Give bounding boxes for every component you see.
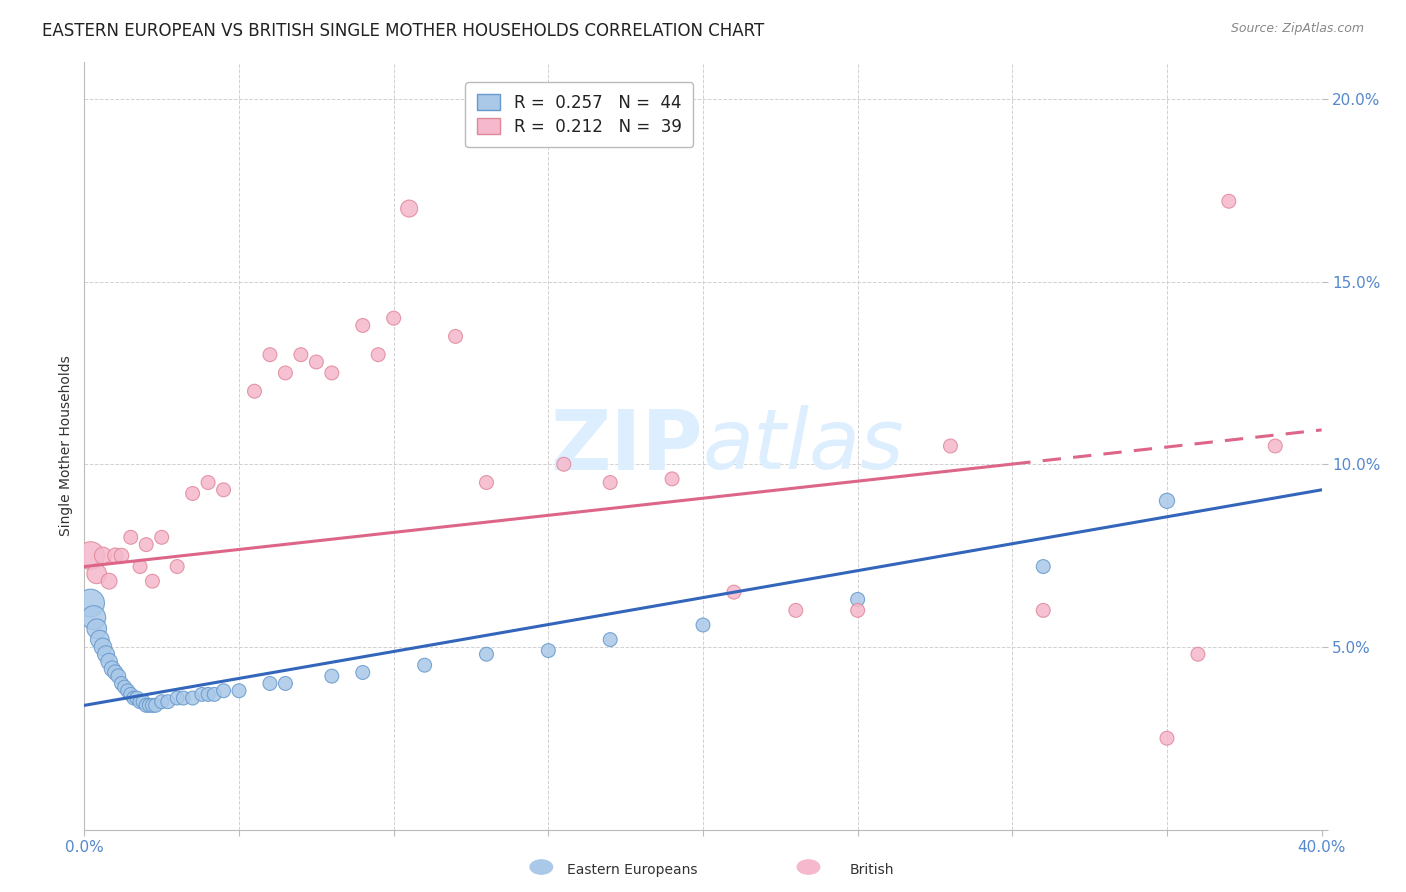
Point bbox=[150, 530, 173, 544]
Point bbox=[110, 549, 132, 563]
Point bbox=[120, 530, 142, 544]
Point bbox=[274, 676, 297, 690]
Point bbox=[181, 486, 204, 500]
Point bbox=[1032, 559, 1054, 574]
Point bbox=[352, 665, 374, 680]
Point bbox=[321, 669, 343, 683]
Point bbox=[212, 483, 235, 497]
Point bbox=[1032, 603, 1054, 617]
Point bbox=[86, 566, 108, 581]
Legend: R =  0.257   N =  44, R =  0.212   N =  39: R = 0.257 N = 44, R = 0.212 N = 39 bbox=[465, 82, 693, 147]
Point bbox=[475, 475, 498, 490]
Point bbox=[367, 348, 389, 362]
Point bbox=[939, 439, 962, 453]
Point bbox=[132, 695, 155, 709]
Point bbox=[1218, 194, 1240, 209]
Point bbox=[1187, 647, 1209, 661]
Point bbox=[1156, 493, 1178, 508]
Text: Eastern Europeans: Eastern Europeans bbox=[568, 863, 697, 877]
Point bbox=[290, 348, 312, 362]
Point bbox=[107, 669, 129, 683]
Point bbox=[150, 695, 173, 709]
Point bbox=[846, 603, 869, 617]
Point bbox=[129, 559, 152, 574]
Point bbox=[305, 355, 328, 369]
Point bbox=[120, 687, 142, 701]
Point bbox=[537, 643, 560, 657]
Point bbox=[243, 384, 266, 399]
Point bbox=[259, 676, 281, 690]
Point bbox=[172, 691, 194, 706]
Point bbox=[129, 695, 152, 709]
Point bbox=[191, 687, 214, 701]
Point bbox=[110, 676, 132, 690]
Point bbox=[444, 329, 467, 343]
Point bbox=[141, 574, 163, 589]
Point bbox=[723, 585, 745, 599]
Point bbox=[352, 318, 374, 333]
Point bbox=[166, 559, 188, 574]
Point bbox=[228, 683, 250, 698]
Y-axis label: Single Mother Households: Single Mother Households bbox=[59, 356, 73, 536]
Point bbox=[321, 366, 343, 380]
Text: ZIP: ZIP bbox=[551, 406, 703, 486]
Point bbox=[599, 632, 621, 647]
Point bbox=[156, 695, 179, 709]
Point bbox=[101, 662, 124, 676]
Point bbox=[202, 687, 225, 701]
Point bbox=[553, 457, 575, 471]
Point bbox=[104, 665, 127, 680]
Point bbox=[79, 596, 101, 610]
Point bbox=[104, 549, 127, 563]
Point bbox=[125, 691, 148, 706]
Point bbox=[382, 311, 405, 326]
Point bbox=[114, 680, 136, 694]
Text: British: British bbox=[849, 863, 894, 877]
Point bbox=[145, 698, 167, 713]
Point bbox=[197, 687, 219, 701]
Point bbox=[1156, 731, 1178, 746]
Point bbox=[94, 647, 117, 661]
Point bbox=[259, 348, 281, 362]
Point bbox=[135, 698, 157, 713]
Point bbox=[197, 475, 219, 490]
Point bbox=[122, 691, 145, 706]
Point bbox=[91, 549, 114, 563]
Point bbox=[83, 610, 105, 624]
Point bbox=[181, 691, 204, 706]
Point bbox=[846, 592, 869, 607]
Point bbox=[117, 683, 139, 698]
Point bbox=[661, 472, 683, 486]
Text: EASTERN EUROPEAN VS BRITISH SINGLE MOTHER HOUSEHOLDS CORRELATION CHART: EASTERN EUROPEAN VS BRITISH SINGLE MOTHE… bbox=[42, 22, 765, 40]
Point bbox=[413, 658, 436, 673]
Point bbox=[98, 574, 121, 589]
Text: Source: ZipAtlas.com: Source: ZipAtlas.com bbox=[1230, 22, 1364, 36]
Point bbox=[86, 622, 108, 636]
Text: atlas: atlas bbox=[703, 406, 904, 486]
Point bbox=[599, 475, 621, 490]
Point bbox=[79, 549, 101, 563]
Point bbox=[1264, 439, 1286, 453]
Point bbox=[212, 683, 235, 698]
Point bbox=[274, 366, 297, 380]
Point bbox=[475, 647, 498, 661]
Point bbox=[89, 632, 111, 647]
Point bbox=[141, 698, 163, 713]
Point bbox=[398, 202, 420, 216]
Point bbox=[166, 691, 188, 706]
Point bbox=[91, 640, 114, 654]
Point bbox=[692, 618, 714, 632]
Point bbox=[135, 538, 157, 552]
Point bbox=[785, 603, 807, 617]
Point bbox=[138, 698, 160, 713]
Point bbox=[98, 655, 121, 669]
